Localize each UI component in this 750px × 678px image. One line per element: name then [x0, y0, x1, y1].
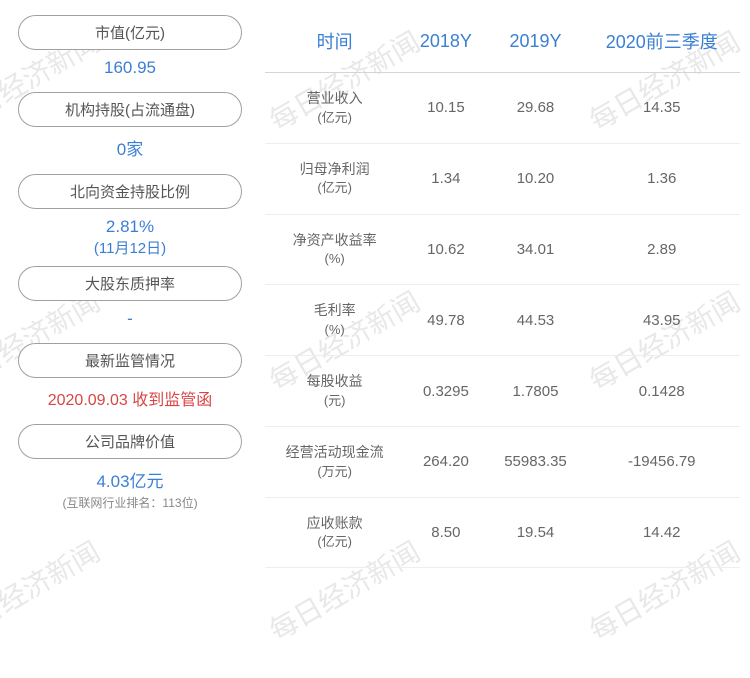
pledge-rate-label: 大股东质押率 [18, 266, 242, 301]
table-cell: 1.36 [584, 143, 741, 214]
metric-label: 净资产收益率 (%) [265, 214, 404, 285]
main-table-area: 时间 2018Y 2019Y 2020前三季度 营业收入 (亿元) 10.1529.… [260, 0, 750, 678]
northbound-label: 北向资金持股比例 [18, 174, 242, 209]
table-cell: 1.34 [404, 143, 487, 214]
metric-label: 应收账款 (亿元) [265, 497, 404, 568]
col-2018: 2018Y [404, 10, 487, 73]
table-header-row: 时间 2018Y 2019Y 2020前三季度 [265, 10, 740, 73]
northbound-value: 2.81% [18, 217, 242, 237]
table-row: 净资产收益率 (%) 10.6234.012.89 [265, 214, 740, 285]
inst-holding-label: 机构持股(占流通盘) [18, 92, 242, 127]
metric-label: 每股收益 (元) [265, 356, 404, 427]
metric-name: 经营活动现金流 [286, 444, 384, 460]
table-row: 归母净利润 (亿元) 1.3410.201.36 [265, 143, 740, 214]
sidebar: 市值(亿元) 160.95 机构持股(占流通盘) 0家 北向资金持股比例 2.8… [0, 0, 260, 678]
table-cell: 34.01 [487, 214, 583, 285]
metric-label: 毛利率 (%) [265, 285, 404, 356]
metric-name: 净资产收益率 [293, 232, 377, 248]
regulatory-value: 2020.09.03 收到监管函 [18, 386, 242, 410]
northbound-date: (11月12日) [18, 237, 242, 258]
regulatory-label: 最新监管情况 [18, 343, 242, 378]
metric-unit: (元) [273, 392, 396, 410]
table-cell: 8.50 [404, 497, 487, 568]
table-row: 毛利率 (%) 49.7844.5343.95 [265, 285, 740, 356]
table-cell: 10.62 [404, 214, 487, 285]
table-cell: 49.78 [404, 285, 487, 356]
table-cell: 14.42 [584, 497, 741, 568]
metric-name: 应收账款 [307, 515, 363, 531]
table-row: 每股收益 (元) 0.32951.78050.1428 [265, 356, 740, 427]
table-cell: 29.68 [487, 73, 583, 144]
pledge-rate-value: - [18, 309, 242, 329]
table-cell: 14.35 [584, 73, 741, 144]
metric-unit: (%) [273, 321, 396, 339]
main-container: 市值(亿元) 160.95 机构持股(占流通盘) 0家 北向资金持股比例 2.8… [0, 0, 750, 678]
table-row: 应收账款 (亿元) 8.5019.5414.42 [265, 497, 740, 568]
metric-unit: (亿元) [273, 109, 396, 127]
table-cell: 55983.35 [487, 426, 583, 497]
table-row: 经营活动现金流 (万元) 264.2055983.35-19456.79 [265, 426, 740, 497]
metric-name: 营业收入 [307, 90, 363, 106]
table-cell: 10.15 [404, 73, 487, 144]
col-2019: 2019Y [487, 10, 583, 73]
metric-label: 经营活动现金流 (万元) [265, 426, 404, 497]
market-cap-label: 市值(亿元) [18, 15, 242, 50]
table-cell: 19.54 [487, 497, 583, 568]
metric-unit: (%) [273, 250, 396, 268]
table-cell: 43.95 [584, 285, 741, 356]
table-cell: 10.20 [487, 143, 583, 214]
col-time: 时间 [265, 10, 404, 73]
metric-unit: (亿元) [273, 179, 396, 197]
financial-table: 时间 2018Y 2019Y 2020前三季度 营业收入 (亿元) 10.1529.… [265, 10, 740, 568]
brand-value-label: 公司品牌价值 [18, 424, 242, 459]
brand-rank: (互联网行业排名：113位) [18, 494, 242, 511]
table-cell: -19456.79 [584, 426, 741, 497]
metric-name: 毛利率 [314, 302, 356, 318]
table-cell: 44.53 [487, 285, 583, 356]
metric-label: 归母净利润 (亿元) [265, 143, 404, 214]
brand-value: 4.03亿元 [18, 467, 242, 492]
table-cell: 1.7805 [487, 356, 583, 427]
metric-unit: (亿元) [273, 533, 396, 551]
table-cell: 2.89 [584, 214, 741, 285]
table-cell: 0.3295 [404, 356, 487, 427]
metric-name: 归母净利润 [300, 161, 370, 177]
table-row: 营业收入 (亿元) 10.1529.6814.35 [265, 73, 740, 144]
table-cell: 264.20 [404, 426, 487, 497]
col-2020q3: 2020前三季度 [584, 10, 741, 73]
table-cell: 0.1428 [584, 356, 741, 427]
metric-unit: (万元) [273, 463, 396, 481]
metric-label: 营业收入 (亿元) [265, 73, 404, 144]
metric-name: 每股收益 [307, 373, 363, 389]
market-cap-value: 160.95 [18, 58, 242, 78]
inst-holding-value: 0家 [18, 135, 242, 160]
